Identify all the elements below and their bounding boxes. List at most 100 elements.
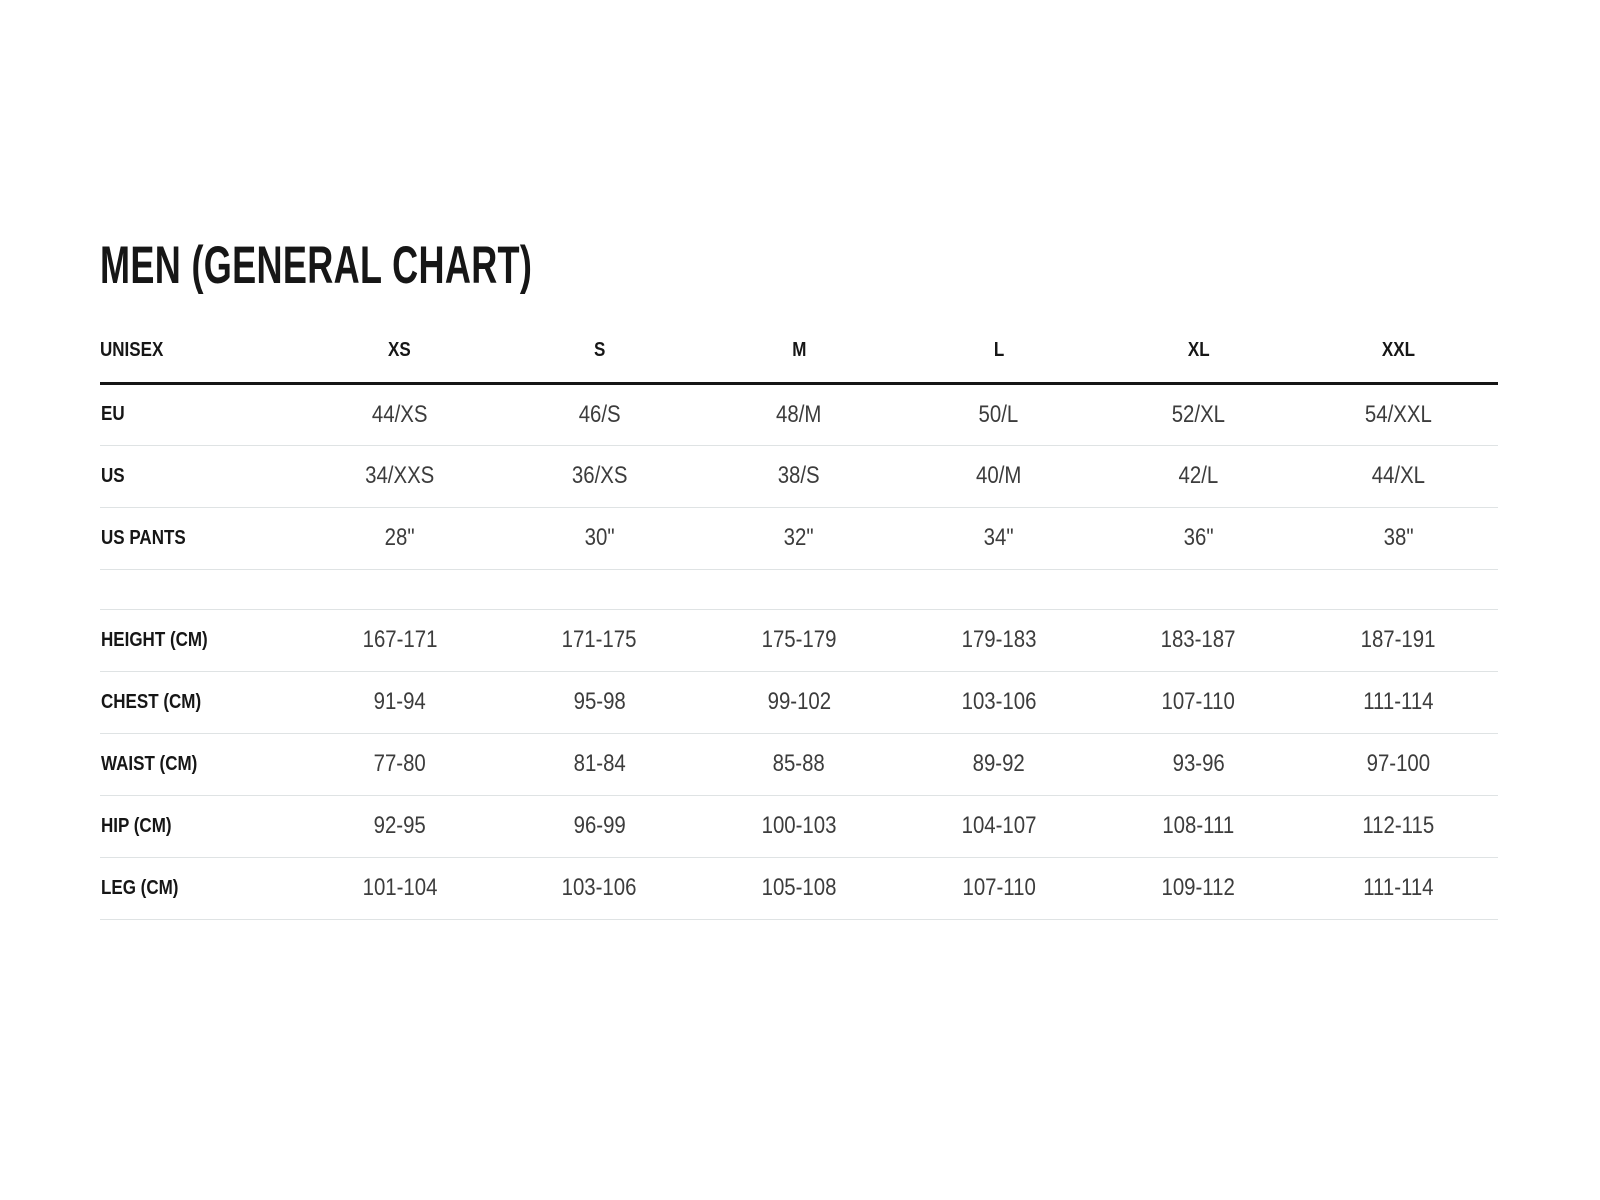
table-row: LEG (CM) 101-104 103-106 105-108 107-110 109-… <box>100 857 1498 920</box>
row-label-cell: LEG (CM) <box>100 857 300 920</box>
size-value: 96-99 <box>573 812 626 839</box>
size-value-cell: 101-104 <box>299 857 500 920</box>
size-value: 103-106 <box>561 874 637 901</box>
size-value-cell <box>299 569 500 610</box>
size-value: 97-100 <box>1366 750 1430 777</box>
column-header-label: XXL <box>1381 338 1415 361</box>
size-value-cell: 91-94 <box>299 671 500 734</box>
size-value-cell: 32" <box>699 507 899 570</box>
size-value-cell: 81-84 <box>499 733 700 796</box>
table-row: HIP (CM) 92-95 96-99 100-103 104-107 108-111 1… <box>100 795 1498 858</box>
size-value: 101-104 <box>362 874 437 901</box>
size-value: 175-179 <box>761 626 837 653</box>
size-value-cell: 111-114 <box>1298 671 1498 734</box>
size-value-cell: 34/XXS <box>299 445 500 508</box>
row-label: US <box>101 464 125 487</box>
row-label-cell: HEIGHT (CM) <box>100 609 300 672</box>
size-value: 38" <box>1383 524 1414 551</box>
page-title: MEN (GENERAL CHART) <box>100 239 1600 292</box>
size-value: 36/XS <box>571 462 628 489</box>
size-value-cell: 171-175 <box>499 609 700 672</box>
size-value: 32" <box>783 524 814 551</box>
size-chart-table: UNISEX XS S M L XL XXL EU 44/XS 46/S 48/M 50/L 52/X… <box>100 292 1498 920</box>
size-value: 111-114 <box>1362 688 1434 715</box>
size-value-cell: 187-191 <box>1298 609 1498 672</box>
size-value-cell: 179-183 <box>898 609 1099 672</box>
row-label: WAIST (CM) <box>101 752 198 775</box>
size-chart-page: MEN (GENERAL CHART) UNISEX XS S M L XL XXL EU 4… <box>100 239 1600 920</box>
row-label: HEIGHT (CM) <box>101 628 208 651</box>
size-value: 107-110 <box>961 874 1036 901</box>
column-header-xl: XL <box>1098 292 1299 385</box>
size-value-cell: 92-95 <box>299 795 500 858</box>
size-value-cell: 38/S <box>699 445 899 508</box>
row-label-cell: US <box>100 445 300 508</box>
row-label-cell: HIP (CM) <box>100 795 300 858</box>
size-value: 54/XXL <box>1364 400 1432 428</box>
table-row: EU 44/XS 46/S 48/M 50/L 52/XL 54/XXL <box>100 383 1498 446</box>
size-value: 99-102 <box>767 688 831 715</box>
size-value: 34/XXS <box>364 462 435 489</box>
size-value: 36" <box>1183 524 1214 551</box>
table-row: US 34/XXS 36/XS 38/S 40/M 42/L 44/XL <box>100 445 1498 508</box>
size-value: 167-171 <box>362 626 437 653</box>
size-value: 28" <box>384 524 415 551</box>
size-value-cell: 99-102 <box>699 671 899 734</box>
column-header-label: S <box>593 338 605 361</box>
size-value: 104-107 <box>961 812 1037 839</box>
size-value: 44/XL <box>1371 462 1425 489</box>
size-value: 100-103 <box>761 812 837 839</box>
row-label-cell: EU <box>100 383 300 446</box>
size-value-cell: 48/M <box>699 383 899 446</box>
table-row: US PANTS 28" 30" 32" 34" 36" 38" <box>100 507 1498 570</box>
size-value-cell: 52/XL <box>1098 383 1299 446</box>
size-value: 42/L <box>1178 462 1219 489</box>
size-value-cell: 103-106 <box>499 857 700 920</box>
size-value: 105-108 <box>761 874 837 901</box>
size-value: 89-92 <box>972 750 1025 777</box>
size-value: 187-191 <box>1360 626 1436 653</box>
size-value-cell: 109-112 <box>1098 857 1299 920</box>
row-label: HIP (CM) <box>101 814 172 837</box>
size-value-cell <box>1098 569 1299 610</box>
size-value-cell: 175-179 <box>699 609 899 672</box>
row-label: EU <box>101 403 125 425</box>
column-header-label: L <box>993 338 1004 361</box>
row-label-cell: US PANTS <box>100 507 300 570</box>
column-header-label: XS <box>388 338 411 361</box>
size-value-cell: 44/XS <box>299 383 500 446</box>
size-value-cell: 97-100 <box>1298 733 1498 796</box>
size-value-cell <box>499 569 700 610</box>
size-value-cell <box>699 569 899 610</box>
table-header: UNISEX XS S M L XL XXL <box>100 292 1498 385</box>
column-header-xs: XS <box>299 292 500 385</box>
size-value: 46/S <box>578 400 621 428</box>
row-label-cell: CHEST (CM) <box>100 671 300 734</box>
column-header-label: UNISEX <box>100 338 164 361</box>
size-value-cell: 108-111 <box>1098 795 1299 858</box>
size-value-cell: 100-103 <box>699 795 899 858</box>
size-value-cell <box>898 569 1099 610</box>
size-value-cell: 54/XXL <box>1298 383 1498 446</box>
size-value-cell: 107-110 <box>1098 671 1299 734</box>
size-value: 85-88 <box>772 750 826 777</box>
size-value: 108-111 <box>1162 812 1235 839</box>
size-value: 93-96 <box>1172 750 1225 777</box>
size-value: 48/M <box>776 400 822 428</box>
size-value-cell: 107-110 <box>898 857 1099 920</box>
size-value: 183-187 <box>1160 626 1236 653</box>
row-label: CHEST (CM) <box>101 690 202 713</box>
column-header-m: M <box>699 292 899 385</box>
size-value-cell: 96-99 <box>499 795 700 858</box>
size-value-cell: 34" <box>898 507 1099 570</box>
size-value: 171-175 <box>561 626 637 653</box>
size-value-cell: 104-107 <box>898 795 1099 858</box>
size-value: 103-106 <box>961 688 1037 715</box>
size-value: 50/L <box>978 400 1019 428</box>
column-header-label: XL <box>1187 338 1210 361</box>
size-value-cell: 77-80 <box>299 733 500 796</box>
spacer-row <box>100 569 1498 610</box>
size-value-cell: 85-88 <box>699 733 899 796</box>
size-value-cell: 103-106 <box>898 671 1099 734</box>
size-value-cell: 30" <box>499 507 700 570</box>
